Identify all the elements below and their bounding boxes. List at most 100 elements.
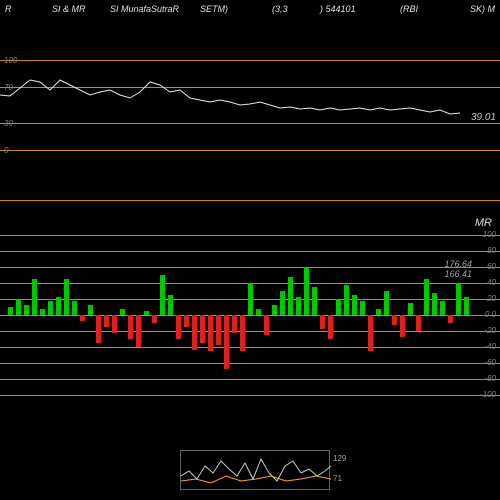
bar — [328, 315, 333, 339]
bar — [384, 291, 389, 315]
bar — [344, 285, 349, 315]
axis-label: -60 — [484, 358, 496, 367]
bar — [224, 315, 229, 369]
bar — [392, 315, 397, 325]
bar — [152, 315, 157, 323]
bar — [56, 297, 61, 315]
mini-value-label: 129 — [333, 454, 346, 463]
bar — [208, 315, 213, 351]
header-label: SI MunafaSutraR — [110, 4, 179, 14]
bar — [200, 315, 205, 343]
bar — [448, 315, 453, 323]
bar — [416, 315, 421, 331]
bar — [32, 279, 37, 315]
bar — [272, 305, 277, 315]
bar — [432, 293, 437, 315]
gridline — [0, 150, 500, 151]
chart-header: R SI & MR SI MunafaSutraR SETM) (3,3 ) 544101… — [0, 4, 500, 20]
gridline — [0, 363, 500, 364]
axis-label: 60 — [487, 262, 496, 271]
bar-chart-panel: MR100806040200 0-20-40-60-80-100176.6416… — [0, 235, 500, 425]
bar — [320, 315, 325, 329]
axis-label: 100 — [483, 230, 496, 239]
header-label: (RBI — [400, 4, 418, 14]
bar — [304, 267, 309, 315]
bar — [408, 303, 413, 315]
bar — [400, 315, 405, 337]
mr-label: MR — [475, 217, 492, 229]
bar — [368, 315, 373, 351]
header-label: SI & MR — [52, 4, 86, 14]
bar — [144, 311, 149, 315]
axis-label: 0 0 — [485, 310, 496, 319]
gridline — [0, 315, 500, 316]
mini-value-label: 71 — [333, 474, 342, 483]
bar — [176, 315, 181, 339]
header-label: ) 544101 — [320, 4, 356, 14]
bar — [8, 307, 13, 315]
bar — [232, 315, 237, 333]
header-label: (3,3 — [272, 4, 288, 14]
bar — [312, 287, 317, 315]
bar — [352, 295, 357, 315]
bar — [112, 315, 117, 333]
side-value-label: 176.64 — [444, 259, 472, 269]
mini-chart-panel: 12971 — [180, 450, 330, 490]
axis-label: 40 — [487, 278, 496, 287]
gridline — [0, 235, 500, 236]
bar — [128, 315, 133, 339]
axis-label: -40 — [484, 342, 496, 351]
bar — [216, 315, 221, 345]
panel-divider — [0, 200, 500, 201]
oscillator-panel: 1007030039.01 — [0, 60, 500, 150]
gridline — [0, 331, 500, 332]
side-value-label: 166.41 — [444, 269, 472, 279]
bar — [256, 309, 261, 315]
bar — [136, 315, 141, 347]
axis-label: 20 — [487, 294, 496, 303]
mini-chart-lines — [181, 451, 331, 491]
bar — [184, 315, 189, 327]
bar — [104, 315, 109, 327]
axis-label: 80 — [487, 246, 496, 255]
bar — [464, 297, 469, 315]
gridline — [0, 395, 500, 396]
bar — [280, 291, 285, 315]
gridline — [0, 251, 500, 252]
bar — [248, 283, 253, 315]
bar — [456, 283, 461, 315]
bar — [376, 309, 381, 315]
axis-label: -20 — [484, 326, 496, 335]
current-value-label: 39.01 — [471, 112, 496, 123]
bar — [24, 305, 29, 315]
bar — [288, 277, 293, 315]
gridline — [0, 267, 500, 268]
bar — [440, 301, 445, 315]
bar — [360, 301, 365, 315]
axis-label: -100 — [480, 390, 496, 399]
bar — [48, 301, 53, 315]
bar — [264, 315, 269, 335]
bar — [80, 315, 85, 321]
bar — [296, 297, 301, 315]
bar — [336, 299, 341, 315]
bar — [160, 275, 165, 315]
bar — [16, 299, 21, 315]
axis-label: -80 — [484, 374, 496, 383]
bar — [424, 279, 429, 315]
header-label: R — [5, 4, 12, 14]
bar — [96, 315, 101, 343]
gridline — [0, 379, 500, 380]
bar — [240, 315, 245, 351]
header-label: SK) M — [470, 4, 495, 14]
bar — [40, 309, 45, 315]
bar — [88, 305, 93, 315]
gridline — [0, 347, 500, 348]
bar — [120, 309, 125, 315]
bar — [192, 315, 197, 350]
bar — [72, 301, 77, 315]
bar — [64, 279, 69, 315]
bar — [168, 295, 173, 315]
header-label: SETM) — [200, 4, 228, 14]
oscillator-line — [0, 60, 500, 150]
